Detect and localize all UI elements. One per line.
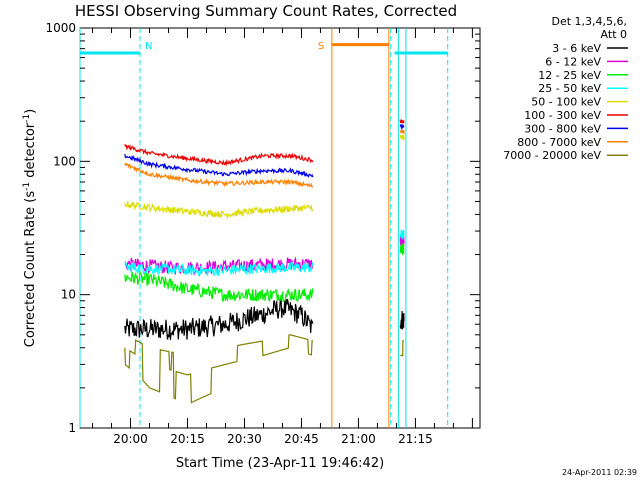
legend-entry-label: 800 - 7000 keV [517,136,601,149]
flag-label: S [318,41,324,52]
legend-entry-label: 6 - 12 keV [545,55,601,68]
series-line [124,261,314,278]
x-axis-label: Start Time (23-Apr-11 19:46:42) [176,456,384,471]
y-axis-label-sup1: -1 [22,182,32,191]
x-tick-label: 20:45 [284,432,319,446]
legend-entry-label: 100 - 300 keV [524,109,601,122]
legend-entry-label: 50 - 100 keV [531,96,601,109]
x-tick-label: 20:30 [227,432,262,446]
x-tick-label: 20:15 [170,432,205,446]
date-stamp: 24-Apr-2011 02:39 [562,468,637,477]
series-line [124,162,314,188]
x-tick-label: 20:00 [113,432,148,446]
series-line [399,118,405,124]
x-tick-label: 21:15 [398,432,433,446]
legend-header-line2: Att 0 [601,28,627,41]
y-tick-label: 100 [53,154,76,168]
series-line [400,340,404,357]
legend-entry-label: 12 - 25 keV [538,69,601,82]
y-axis-label: Corrected Count Rate (s-1 detector-1) [22,109,38,347]
series-line [399,310,405,330]
series-line [399,123,405,131]
series-line [124,296,314,340]
y-tick-label: 10 [61,288,76,302]
x-tick-label: 21:00 [341,432,376,446]
legend-entry-label: 25 - 50 keV [538,82,601,95]
series-line [124,334,314,404]
series-line [124,153,314,179]
legend-entry-label: 3 - 6 keV [552,42,601,55]
y-tick-label: 1 [68,421,76,435]
series-line [399,229,405,240]
chart-title: HESSI Observing Summary Count Rates, Cor… [75,2,457,20]
series-layer [124,118,405,404]
series-line [399,129,405,135]
x-axis-ticks: 20:00 20:15 20:30 20:45 21:00 21:15 [92,28,473,446]
y-axis-ticks: 1 10 100 1000 [45,21,480,435]
series-line [124,270,314,303]
legend-entry-label: 300 - 800 keV [524,122,601,135]
legend-entry-label: 7000 - 20000 keV [503,149,601,162]
series-line [399,134,405,142]
y-tick-label: 1000 [45,21,76,35]
flag-label: N [145,41,152,52]
y-axis-label-sup2: -1 [22,114,32,123]
series-line [399,243,405,256]
series-line [124,200,314,220]
legend-header-line1: Det 1,3,4,5,6, [551,15,627,28]
series-line [124,143,314,167]
